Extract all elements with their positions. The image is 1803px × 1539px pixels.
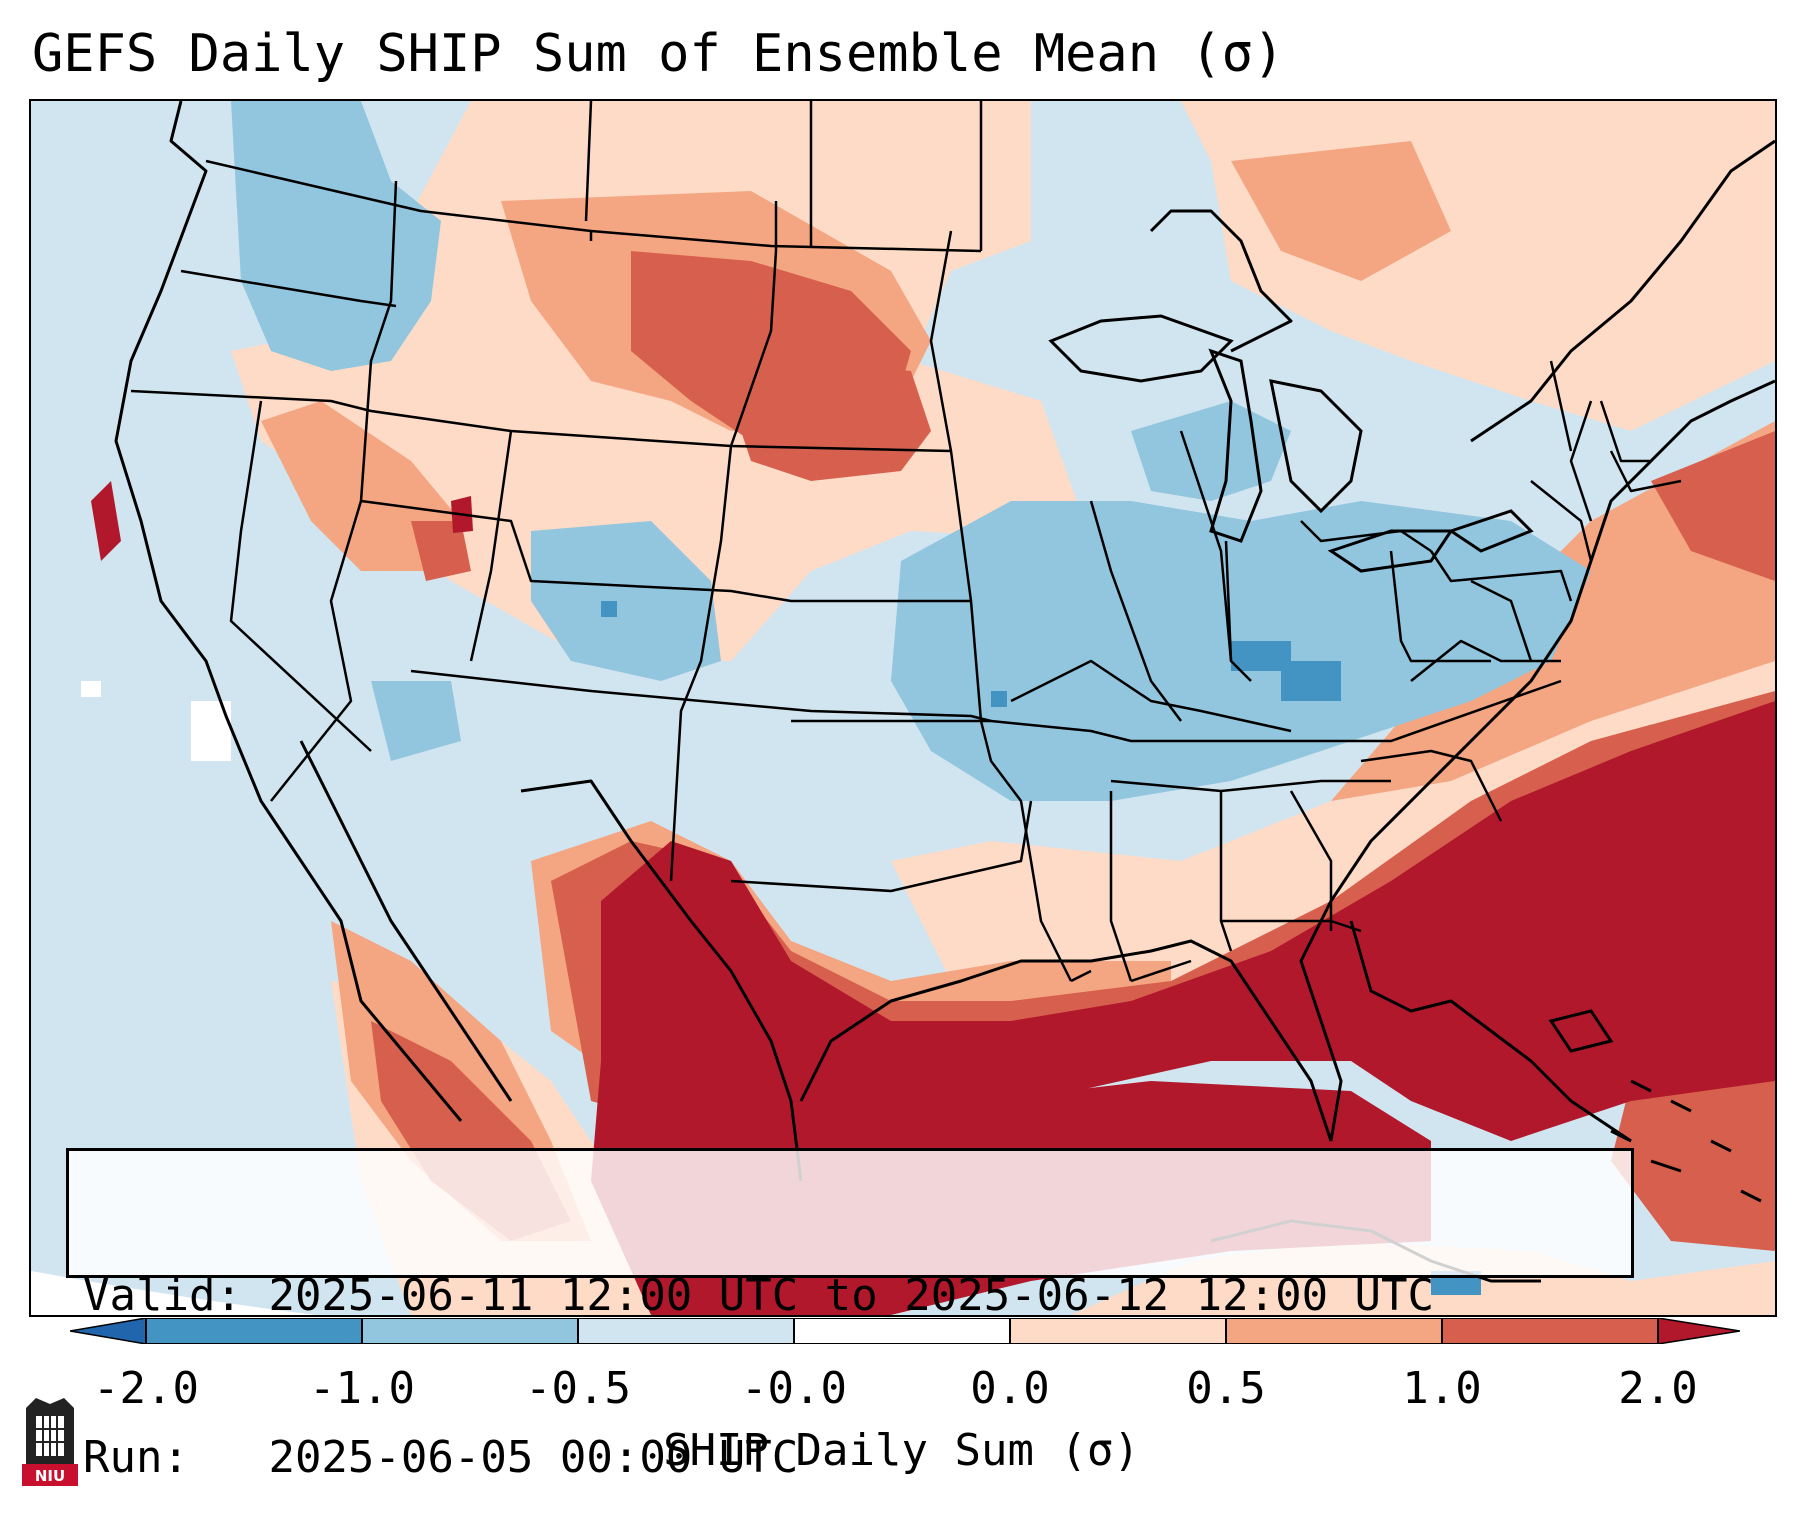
colorbar-bin [1226, 1318, 1442, 1344]
colorbar-bin [1442, 1318, 1658, 1344]
colorbar-bin [578, 1318, 794, 1344]
colorbar-bin [1010, 1318, 1226, 1344]
colorbar [70, 1318, 1740, 1344]
logo-text: NIU [35, 1467, 65, 1485]
colorbar-tick-label: -0.0 [741, 1363, 847, 1414]
run-row: Run: 2025-06-05 00:00 UTC [83, 1431, 1617, 1485]
valid-value: 2025-06-11 12:00 UTC to 2025-06-12 12:00… [268, 1270, 1435, 1321]
colorbar-over-arrow [1657, 1318, 1740, 1344]
colorbar-tick-label: 1.0 [1402, 1363, 1482, 1414]
run-value: 2025-06-05 00:00 UTC [268, 1432, 799, 1483]
islands [1548, 1009, 1762, 1203]
run-label: Run: [83, 1432, 189, 1483]
validity-info-box: Valid: 2025-06-11 12:00 UTC to 2025-06-1… [66, 1148, 1634, 1483]
valid-row: Valid: 2025-06-11 12:00 UTC to 2025-06-1… [83, 1269, 1617, 1323]
valid-label: Valid: [83, 1270, 242, 1321]
colorbar-tick-label: 0.0 [970, 1363, 1050, 1414]
niu-logo: NIU [22, 1398, 78, 1486]
colorbar-tick-label: 2.0 [1618, 1363, 1698, 1414]
colorbar-bin [146, 1318, 362, 1344]
colorbar-tick-label: -0.5 [525, 1363, 631, 1414]
colorbar-label: SHIP Daily Sum (σ) [663, 1425, 1140, 1476]
colorbar-tick-label: -1.0 [309, 1363, 415, 1414]
chart-title: GEFS Daily SHIP Sum of Ensemble Mean (σ) [32, 24, 1285, 84]
colorbar-tick-label: 0.5 [1186, 1363, 1266, 1414]
map-panel[interactable] [29, 99, 1777, 1317]
anomaly-map [31, 101, 1775, 1315]
colorbar-bin [362, 1318, 578, 1344]
colorbar-tick-label: -2.0 [93, 1363, 199, 1414]
colorbar-bin [794, 1318, 1010, 1344]
colorbar-under-arrow [70, 1318, 147, 1344]
state-borders [130, 101, 1682, 983]
